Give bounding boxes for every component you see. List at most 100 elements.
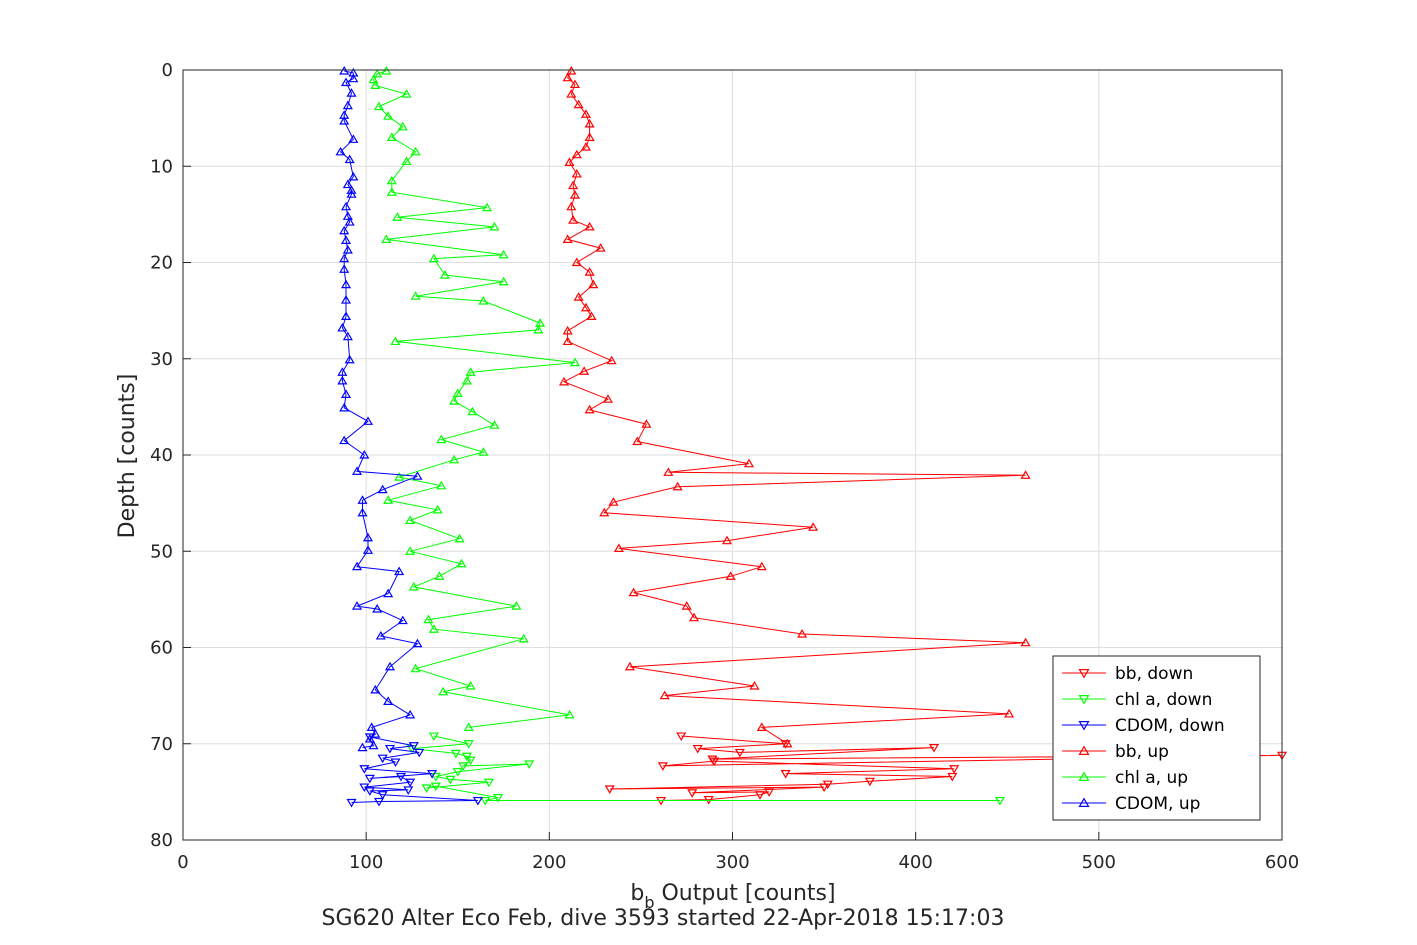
- data-point: [947, 772, 958, 782]
- data-point: [449, 454, 460, 464]
- data-point: [430, 782, 441, 792]
- data-point: [403, 786, 414, 795]
- y-tick-label: 0: [162, 60, 173, 81]
- data-point: [569, 357, 581, 367]
- data-point: [357, 507, 368, 517]
- data-point: [339, 253, 350, 263]
- data-point: [430, 772, 441, 782]
- data-point: [743, 458, 755, 468]
- data-point: [580, 142, 592, 151]
- data-point: [797, 629, 808, 638]
- x-axis-label-subscript: b: [644, 893, 654, 912]
- data-point: [452, 768, 463, 777]
- data-point: [819, 783, 830, 793]
- data-point: [489, 221, 500, 231]
- data-point: [395, 772, 407, 782]
- data-point: [571, 257, 582, 267]
- data-point: [571, 168, 582, 178]
- legend-marker: [1078, 771, 1090, 781]
- data-point: [458, 762, 469, 771]
- data-point: [569, 190, 581, 199]
- data-point: [421, 784, 432, 794]
- data-point: [344, 354, 355, 364]
- data-point: [584, 132, 595, 141]
- data-point: [340, 201, 352, 211]
- data-point: [624, 661, 635, 671]
- data-point: [492, 794, 504, 803]
- data-point: [749, 681, 760, 690]
- legend-label: bb, up: [1115, 742, 1169, 762]
- data-point: [386, 132, 397, 141]
- data-point: [782, 738, 793, 748]
- data-point: [465, 756, 476, 766]
- data-point: [445, 775, 456, 785]
- data-point: [340, 389, 352, 398]
- data-point: [370, 80, 381, 89]
- data-point: [427, 769, 438, 779]
- data-point: [483, 778, 494, 788]
- legend-box: [1052, 655, 1261, 821]
- data-point: [410, 291, 421, 300]
- data-point: [780, 769, 791, 779]
- y-tick-label: 10: [150, 156, 173, 177]
- data-point: [467, 406, 478, 416]
- series-cdom-down: [346, 733, 483, 808]
- y-tick-label: 20: [150, 253, 173, 274]
- data-point: [808, 522, 819, 531]
- data-point: [351, 601, 363, 610]
- legend-entry: chl a, up: [1062, 768, 1188, 788]
- data-point: [588, 279, 599, 289]
- data-point: [756, 561, 767, 571]
- y-tick-label: 80: [150, 830, 173, 851]
- data-point: [337, 322, 348, 332]
- data-point: [342, 245, 353, 254]
- data-point: [346, 798, 357, 808]
- y-tick-label: 50: [150, 541, 173, 562]
- data-point: [436, 480, 447, 490]
- legend-items: bb, down chl a, down CDOM, down bb, up chl a…: [1062, 664, 1225, 814]
- data-point: [362, 532, 374, 542]
- data-point: [405, 515, 416, 525]
- data-point: [373, 101, 385, 111]
- series-chl-a-down: [406, 732, 1005, 806]
- data-point: [362, 545, 374, 554]
- series-line: [609, 735, 1283, 801]
- data-point: [368, 740, 379, 750]
- data-point: [602, 394, 613, 403]
- data-point: [390, 336, 401, 346]
- data-point: [357, 742, 368, 752]
- series-line: [411, 735, 1000, 801]
- data-point: [346, 185, 357, 194]
- data-point: [613, 543, 624, 552]
- legend-marker: [1078, 797, 1090, 807]
- y-axis-label: Depth [counts]: [115, 374, 140, 539]
- data-point: [386, 187, 397, 196]
- data-point: [659, 690, 670, 700]
- data-point: [408, 581, 419, 591]
- data-point: [414, 748, 425, 758]
- data-point: [608, 497, 619, 506]
- data-point: [928, 744, 940, 753]
- data-point: [584, 118, 595, 128]
- data-point: [756, 722, 767, 731]
- data-point: [566, 89, 577, 98]
- data-point: [498, 276, 509, 286]
- data-point: [454, 533, 465, 543]
- y-tick-label: 40: [150, 445, 173, 466]
- data-point: [340, 235, 352, 244]
- data-point: [764, 788, 775, 797]
- data-point: [584, 221, 595, 231]
- data-point: [568, 180, 579, 190]
- data-point: [383, 588, 394, 598]
- data-point: [709, 757, 720, 767]
- data-point: [524, 760, 535, 769]
- data-point: [394, 566, 405, 576]
- data-point: [562, 336, 573, 346]
- x-axis-ticks: 0 100 200 300 400 500 600: [177, 832, 1299, 873]
- data-point: [564, 157, 575, 166]
- data-point: [434, 571, 445, 580]
- data-point: [408, 742, 419, 751]
- data-point: [580, 109, 592, 118]
- data-point: [377, 754, 388, 764]
